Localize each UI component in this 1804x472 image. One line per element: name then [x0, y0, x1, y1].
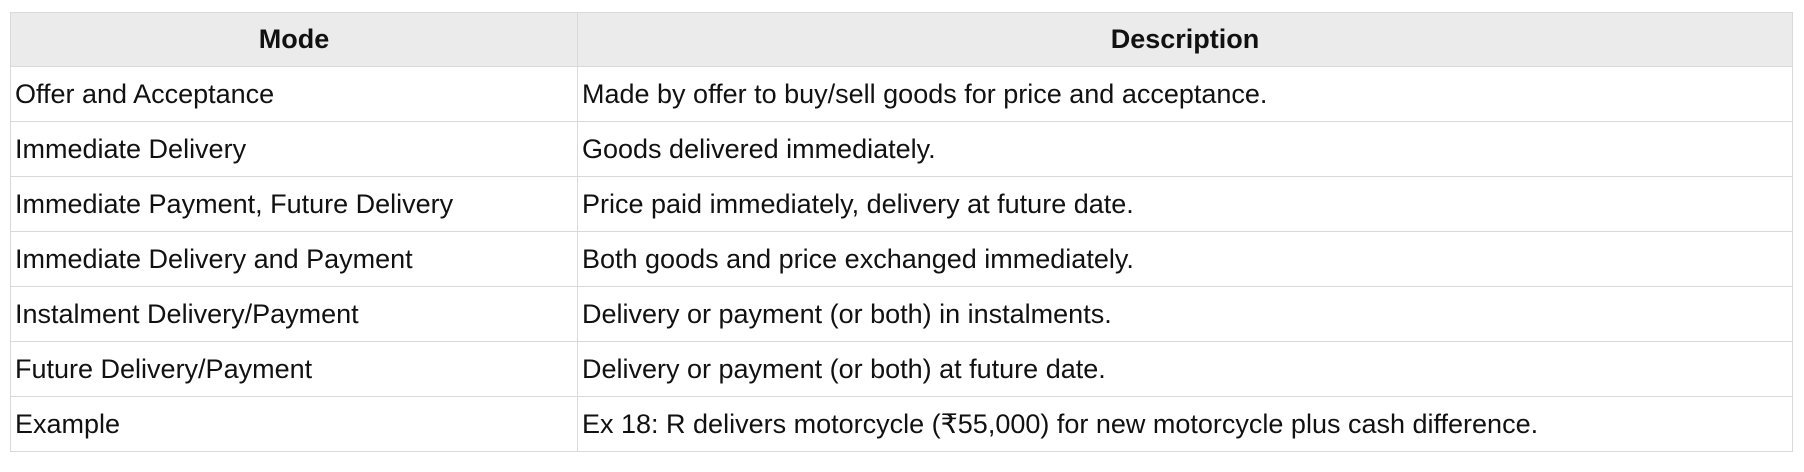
mode-cell: Immediate Delivery: [10, 121, 578, 177]
header-row: Mode Description: [10, 12, 1793, 67]
table-row: Immediate Payment, Future Delivery Price…: [10, 176, 1793, 232]
mode-cell: Immediate Delivery and Payment: [10, 231, 578, 287]
table-row: Offer and Acceptance Made by offer to bu…: [10, 66, 1793, 122]
table-row: Instalment Delivery/Payment Delivery or …: [10, 286, 1793, 342]
mode-cell: Instalment Delivery/Payment: [10, 286, 578, 342]
description-cell: Made by offer to buy/sell goods for pric…: [577, 66, 1793, 122]
description-cell: Ex 18: R delivers motorcycle (₹55,000) f…: [577, 396, 1793, 452]
description-cell: Delivery or payment (or both) at future …: [577, 341, 1793, 397]
mode-cell: Future Delivery/Payment: [10, 341, 578, 397]
table-row: Future Delivery/Payment Delivery or paym…: [10, 341, 1793, 397]
table-row: Example Ex 18: R delivers motorcycle (₹5…: [10, 396, 1793, 452]
description-cell: Goods delivered immediately.: [577, 121, 1793, 177]
description-cell: Both goods and price exchanged immediate…: [577, 231, 1793, 287]
table-row: Immediate Delivery and Payment Both good…: [10, 231, 1793, 287]
sale-modes-table: Mode Description Offer and Acceptance Ma…: [10, 12, 1793, 452]
mode-cell: Offer and Acceptance: [10, 66, 578, 122]
description-cell: Delivery or payment (or both) in instalm…: [577, 286, 1793, 342]
sale-modes-table-container: Mode Description Offer and Acceptance Ma…: [10, 12, 1793, 452]
description-cell: Price paid immediately, delivery at futu…: [577, 176, 1793, 232]
mode-cell: Immediate Payment, Future Delivery: [10, 176, 578, 232]
table-row: Immediate Delivery Goods delivered immed…: [10, 121, 1793, 177]
column-header-description: Description: [577, 12, 1793, 67]
mode-cell: Example: [10, 396, 578, 452]
column-header-mode: Mode: [10, 12, 578, 67]
